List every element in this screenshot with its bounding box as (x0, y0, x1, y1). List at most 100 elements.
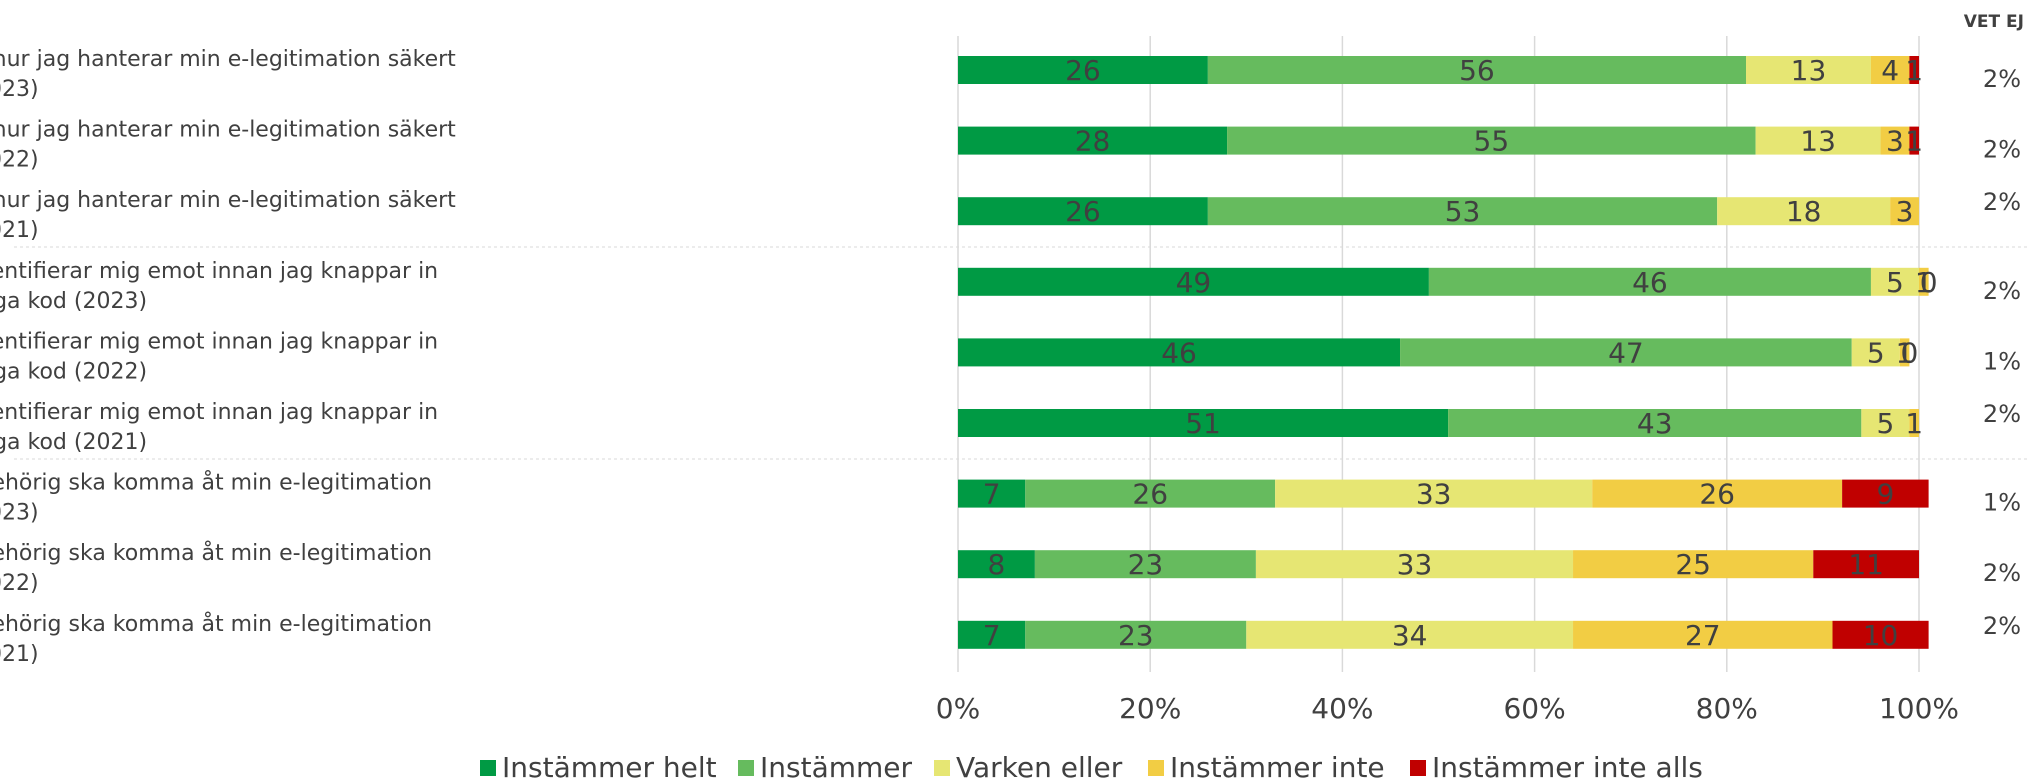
category-label: (2021) (0, 218, 39, 243)
data-label: 23 (1118, 619, 1154, 652)
bar-segment (1246, 620, 1574, 649)
side-value: 2% (1983, 188, 2021, 216)
data-label: 23 (1128, 548, 1164, 581)
data-label: 26 (1065, 195, 1101, 228)
bar-segment (1207, 197, 1718, 226)
legend-swatch (934, 760, 950, 776)
bar-segment (1448, 409, 1862, 437)
data-label: 1 (1905, 125, 1923, 158)
bar-segment (1851, 338, 1900, 367)
bar-segment (1909, 126, 1919, 155)
legend-label: Varken eller (956, 751, 1123, 782)
bar-segment (1025, 479, 1276, 508)
bar-segment (1880, 126, 1910, 155)
bar-segment (1746, 56, 1871, 84)
category-label: Jag känner mig orolig för att någon obeh… (0, 611, 432, 637)
bar-segment (1573, 550, 1814, 579)
category-label: Jag känner mig orolig för att någon obeh… (0, 540, 432, 566)
legend-swatch (1148, 760, 1164, 776)
category-label: (2022) (0, 148, 39, 173)
data-label: 0 (1900, 336, 1918, 369)
x-tick-label: 40% (1311, 692, 1373, 725)
bar-segment (1919, 267, 1929, 296)
bar-segment (958, 197, 1208, 226)
bar-segment (1909, 409, 1919, 437)
data-label: 8 (988, 548, 1006, 581)
data-label: 3 (1896, 195, 1914, 228)
bar-segment (1755, 126, 1881, 155)
legend-label: Instämmer inte (1170, 751, 1385, 782)
data-label: 51 (1185, 407, 1221, 440)
x-tick-label: 100% (1879, 692, 1959, 725)
data-label: 5 (1876, 407, 1894, 440)
bar-segment (1592, 479, 1843, 508)
bar-segment (1861, 409, 1910, 437)
bar-segment (1573, 620, 1833, 649)
data-label: 46 (1632, 266, 1668, 299)
category-label: Jag känner mig orolig för att någon obeh… (0, 470, 432, 496)
data-label: 5 (1867, 336, 1885, 369)
data-label: 49 (1176, 266, 1212, 299)
legend-label: Instämmer helt (502, 751, 717, 782)
category-label: (2021) (0, 642, 39, 667)
side-value: 2% (1983, 65, 2021, 93)
bar-segment (1400, 338, 1852, 367)
data-label: 28 (1075, 125, 1111, 158)
data-label: 13 (1791, 54, 1827, 87)
category-label: min personliga kod (2021) (0, 430, 147, 455)
x-tick-label: 20% (1119, 692, 1181, 725)
data-label: 18 (1786, 195, 1822, 228)
data-label: 7 (983, 619, 1001, 652)
legend-swatch (1410, 760, 1426, 776)
legend-swatch (480, 760, 496, 776)
bar-segment (1428, 267, 1871, 296)
side-value: 1% (1983, 347, 2021, 375)
bar-segment (1717, 197, 1891, 226)
bar-segment (958, 550, 1035, 579)
data-label: 10 (1863, 619, 1899, 652)
data-label: 3 (1886, 125, 1904, 158)
category-label: Jag kontrollerar alltid vem det är jag i… (0, 329, 438, 354)
data-label: 11 (1848, 548, 1884, 581)
data-label: 34 (1392, 619, 1428, 652)
legend-label: Instämmer inte alls (1432, 751, 1703, 782)
bar-segment (1207, 56, 1747, 84)
legend-swatch (738, 760, 754, 776)
category-label: min personliga kod (2022) (0, 359, 147, 384)
side-value: 2% (1983, 277, 2021, 305)
data-label: 26 (1699, 478, 1735, 511)
bar-segment (1842, 479, 1929, 508)
legend-label: Instämmer (760, 751, 913, 782)
bar-segment (1255, 550, 1574, 579)
bar-segment (1890, 197, 1919, 226)
bar-segment (958, 409, 1449, 437)
data-label: 47 (1608, 336, 1644, 369)
bar-segment (958, 267, 1429, 296)
data-label: 56 (1459, 54, 1495, 87)
data-label: 13 (1800, 125, 1836, 158)
data-label: 4 (1881, 54, 1899, 87)
bar-segment (1870, 56, 1910, 84)
data-label: 43 (1637, 407, 1673, 440)
category-label: min personliga kod (2023) (0, 289, 147, 314)
side-value: 2% (1983, 612, 2021, 640)
category-label: (2023) (0, 501, 39, 526)
data-label: 46 (1161, 336, 1197, 369)
data-label: 26 (1065, 54, 1101, 87)
data-label: 33 (1397, 548, 1433, 581)
data-label: 25 (1675, 548, 1711, 581)
side-value: 2% (1983, 400, 2021, 428)
data-label: 9 (1876, 478, 1894, 511)
bar-segment (1909, 56, 1919, 84)
bar-segment (958, 126, 1228, 155)
x-tick-label: 80% (1696, 692, 1758, 725)
data-label: 53 (1445, 195, 1481, 228)
bar-segment (1275, 479, 1593, 508)
data-label: 33 (1416, 478, 1452, 511)
bar-segment (1034, 550, 1256, 579)
side-column-title: VET EJ (1964, 12, 2024, 32)
bar-segment (958, 338, 1401, 367)
category-label: Jag anser att jag har god kännedom om hu… (0, 47, 456, 72)
data-label: 0 (1920, 266, 1938, 299)
